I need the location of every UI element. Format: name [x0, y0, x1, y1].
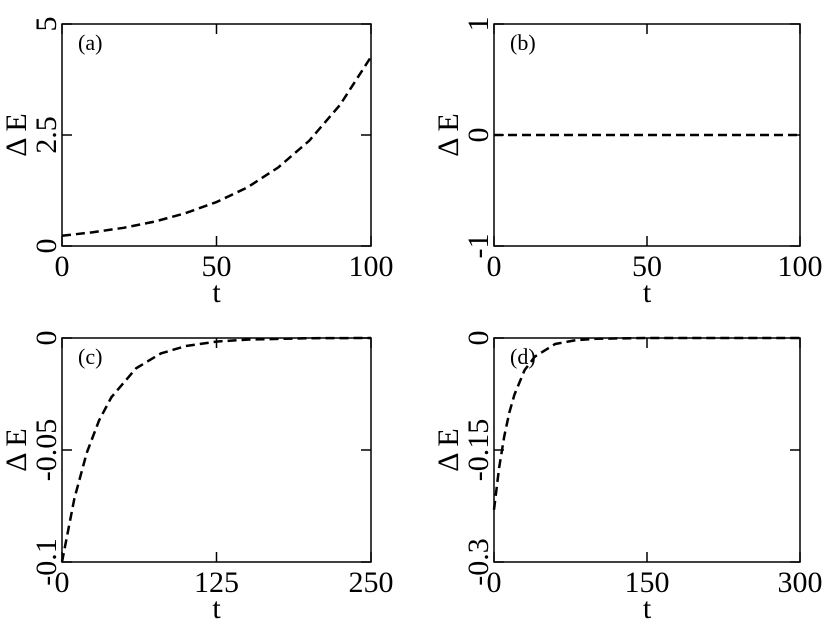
panel-label: (a)	[78, 30, 102, 55]
data-line	[60, 336, 372, 563]
x-tick-label: 0	[55, 566, 70, 599]
y-tick-label: 0	[462, 128, 495, 143]
panel-label: (b)	[510, 30, 536, 55]
x-tick-label: 125	[194, 566, 239, 599]
y-axis-label: Δ E	[432, 428, 465, 471]
x-axis-label: t	[643, 276, 652, 309]
plot-frame	[61, 23, 372, 247]
y-axis-label: Δ E	[0, 113, 33, 156]
x-tick-label: 0	[487, 566, 502, 599]
y-tick-label: -0.05	[30, 419, 63, 482]
panel-label: (d)	[510, 344, 536, 369]
x-tick-label: 250	[349, 566, 394, 599]
y-tick-label: -0.1	[30, 538, 63, 586]
y-tick-label: -1	[462, 234, 495, 259]
y-tick-label: -0.15	[462, 419, 495, 482]
x-tick-label: 300	[778, 566, 823, 599]
x-tick-label: 50	[202, 250, 232, 283]
y-tick-label: 0	[30, 239, 63, 254]
y-axis-label: Δ E	[0, 428, 33, 471]
x-tick-label: 100	[349, 250, 394, 283]
x-tick-label: 0	[487, 250, 502, 283]
plot-frame	[61, 337, 372, 563]
y-tick-label: 2.5	[30, 116, 63, 154]
plot-frame	[493, 337, 801, 563]
x-tick-label: 0	[55, 250, 70, 283]
x-tick-label: 150	[625, 566, 670, 599]
x-axis-label: t	[212, 276, 221, 309]
data-line	[492, 336, 800, 510]
x-axis-label: t	[643, 592, 652, 625]
y-tick-label: -0.3	[462, 538, 495, 586]
x-tick-label: 50	[632, 250, 662, 283]
y-tick-label: 5	[30, 17, 63, 32]
panel-label: (c)	[78, 344, 102, 369]
y-axis-label: Δ E	[432, 113, 465, 156]
x-tick-label: 100	[778, 250, 823, 283]
y-tick-label: 0	[30, 331, 63, 346]
x-axis-label: t	[212, 592, 221, 625]
data-line	[61, 56, 373, 238]
y-tick-label: 1	[462, 17, 495, 32]
y-tick-label: 0	[462, 331, 495, 346]
